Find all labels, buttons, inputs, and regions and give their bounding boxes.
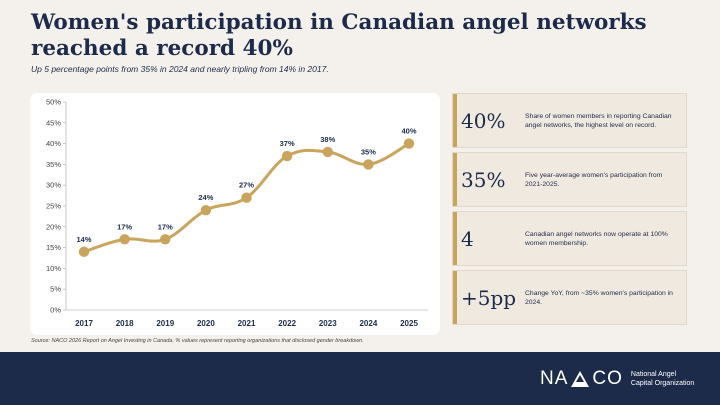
x-tick-label: 2018 (116, 319, 134, 328)
data-point (241, 192, 252, 203)
source-note: Source: NACO 2026 Report on Angel Invest… (31, 338, 364, 344)
y-tick-label: 25% (46, 202, 61, 211)
stat-accent-bar (453, 271, 457, 324)
x-tick-label: 2017 (75, 319, 93, 328)
y-tick-label: 30% (46, 181, 61, 190)
page-title: Women's participation in Canadian angel … (31, 10, 647, 61)
page-subtitle: Up 5 percentage points from 35% in 2024 … (31, 64, 329, 74)
logo-org-line-1: National Angel (630, 371, 677, 378)
stat-value: +5pp (461, 286, 517, 310)
stat-value: 4 (461, 227, 474, 251)
data-point (200, 204, 212, 216)
stat-description: Change YoY, from ~35% women's participat… (525, 289, 673, 306)
logo-org-name: National Angel Capital Organization (631, 370, 694, 388)
y-tick-label: 15% (46, 243, 61, 252)
stat-card-networks: 4 Canadian angel networks now operate at… (452, 211, 687, 266)
data-point (403, 138, 415, 149)
x-tick-label: 2024 (359, 319, 377, 328)
logo-text-right: CO (592, 368, 623, 389)
stat-accent-bar (453, 212, 457, 265)
stats-panel: 40% Share of women members in reporting … (452, 93, 687, 329)
y-tick-label: 10% (46, 264, 61, 273)
x-tick-label: 2022 (278, 319, 296, 328)
stat-description: Five year-average women's participation … (525, 171, 663, 188)
chart-card: 0% 5% 10% 15% 20% 25% 30% 35% 40% 45% 50% 2017 2018 2… (30, 93, 440, 335)
stat-card-record: 40% Share of women members in reporting … (452, 93, 687, 148)
x-tick-label: 2025 (400, 319, 418, 328)
stat-accent-bar (453, 94, 457, 147)
stat-card-average: 35% Five year-average women's participat… (452, 152, 687, 207)
data-label: 35% (361, 147, 376, 156)
logo-text-left: NA (540, 368, 569, 389)
mountain-icon (571, 371, 590, 387)
x-tick-label: 2020 (197, 319, 215, 328)
footer-bar: NA CO National Angel Capital Organizatio… (0, 352, 720, 405)
logo-org-line-2: Capital Organization (630, 380, 695, 387)
stat-value: 40% (461, 109, 506, 133)
y-tick-label: 0% (50, 306, 61, 315)
y-tick-label: 45% (46, 118, 61, 127)
y-tick-label: 5% (50, 285, 61, 294)
y-tick-label: 40% (46, 139, 61, 148)
x-tick-label: 2023 (319, 319, 337, 328)
stat-accent-bar (453, 153, 457, 206)
data-label: 14% (76, 235, 91, 244)
data-point (160, 234, 171, 245)
data-label: 27% (239, 181, 254, 190)
data-label: 17% (117, 222, 132, 231)
data-point (78, 246, 90, 257)
stat-value: 35% (461, 168, 506, 192)
data-label: 24% (198, 193, 213, 202)
data-label: 40% (401, 127, 416, 136)
x-tick-label: 2021 (238, 319, 256, 328)
y-tick-label: 35% (46, 160, 61, 169)
data-point (363, 159, 374, 170)
line-chart: 0% 5% 10% 15% 20% 25% 30% 35% 40% 45% 50% 2017 2018 2… (46, 98, 428, 328)
y-tick-label: 50% (46, 98, 61, 107)
data-label: 37% (280, 139, 295, 148)
stat-description: Canadian angel networks now operate at 1… (525, 230, 668, 247)
x-tick-label: 2019 (156, 319, 174, 328)
data-point (119, 234, 130, 245)
y-tick-label: 20% (46, 222, 61, 231)
stat-description: Share of women members in reporting Cana… (525, 112, 672, 129)
stat-card-change: +5pp Change YoY, from ~35% women's parti… (452, 270, 687, 325)
naco-logo: NA CO National Angel Capital Organizatio… (540, 367, 694, 391)
data-label: 38% (320, 135, 335, 144)
data-point (281, 150, 293, 162)
data-point (322, 146, 333, 158)
data-label: 17% (158, 222, 173, 231)
logo-wordmark: NA CO (540, 368, 623, 390)
